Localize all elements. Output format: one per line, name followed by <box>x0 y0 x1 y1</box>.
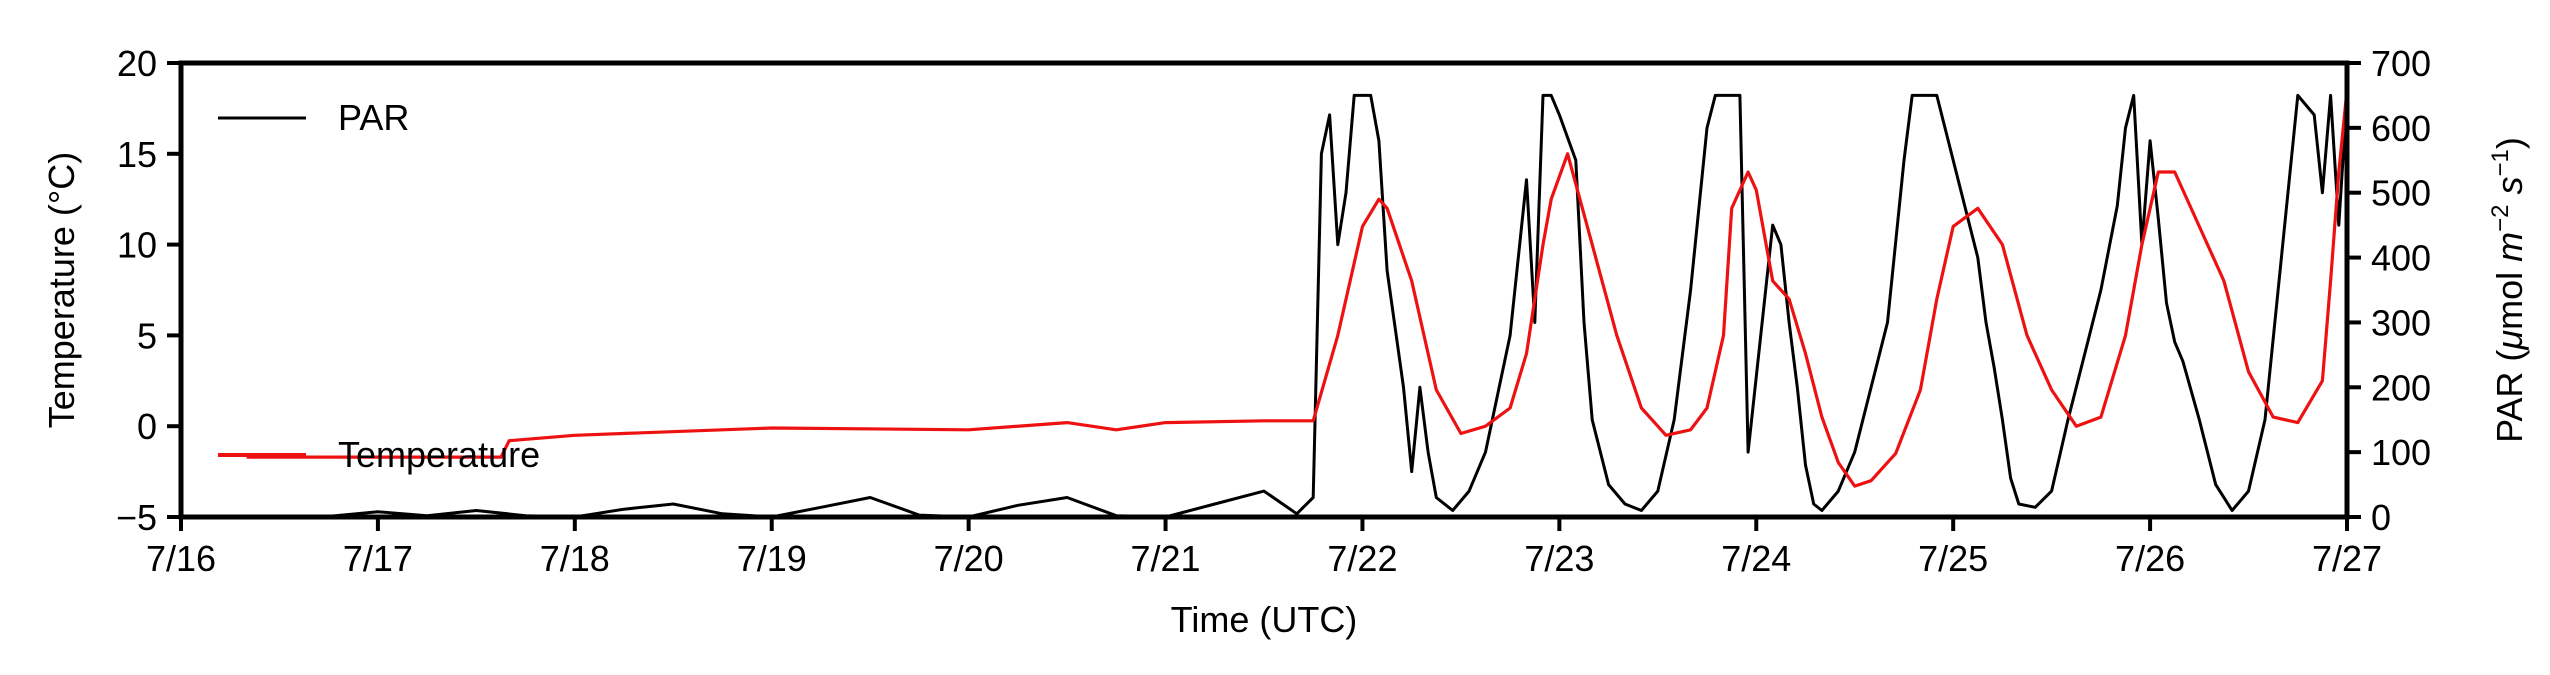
y-left-tick-label: −5 <box>116 497 157 538</box>
y-axis-right: 0 100 200 300 400 500 600 700 <box>2347 43 2431 538</box>
y-right-tick-label: 400 <box>2371 238 2431 279</box>
y-right-tick-label: 100 <box>2371 432 2431 473</box>
y-left-tick-label: 0 <box>137 406 157 447</box>
x-tick-label: 7/26 <box>2115 538 2185 579</box>
legend-temperature: Temperature <box>218 434 540 475</box>
y-axis-right-label-mu: μ <box>2489 330 2530 351</box>
y-right-tick-label: 500 <box>2371 173 2431 214</box>
x-tick-label: 7/20 <box>934 538 1004 579</box>
y-right-tick-label: 0 <box>2371 497 2391 538</box>
y-right-tick-label: 700 <box>2371 43 2431 84</box>
y-axis-right-label-m: m <box>2489 232 2530 262</box>
y-axis-right-label-space <box>2489 194 2530 204</box>
x-tick-label: 7/27 <box>2312 538 2382 579</box>
legend-temperature-label: Temperature <box>338 434 540 475</box>
y-left-tick-label: 10 <box>117 225 157 266</box>
y-left-tick-label: 20 <box>117 43 157 84</box>
y-left-tick-label: 15 <box>117 134 157 175</box>
y-right-tick-label: 200 <box>2371 367 2431 408</box>
y-axis-right-label-exp1: −2 <box>2487 204 2514 231</box>
x-tick-label: 7/25 <box>1918 538 1988 579</box>
y-axis-right-label-mol: mol <box>2489 262 2530 330</box>
plot-frame <box>178 60 2350 520</box>
y-axis-right-label-close: ) <box>2489 137 2530 149</box>
legend-par: PAR <box>218 97 409 138</box>
legend-par-label: PAR <box>338 97 409 138</box>
x-axis: 7/16 7/17 7/18 7/19 7/20 7/21 7/22 7/23 7/24 7/25… <box>146 517 2382 579</box>
y-right-tick-label: 600 <box>2371 108 2431 149</box>
y-axis-right-label-exp2: −1 <box>2487 149 2514 176</box>
series-line-temperature <box>246 90 2349 488</box>
x-tick-label: 7/18 <box>540 538 610 579</box>
x-axis-label: Time (UTC) <box>1171 599 1358 640</box>
y-axis-right-label-s: s <box>2489 176 2530 194</box>
y-axis-right-label-text: PAR ( <box>2489 350 2530 443</box>
x-tick-label: 7/23 <box>1524 538 1594 579</box>
y-axis-right-label: PAR (μmol m−2 s−1) <box>2487 137 2530 443</box>
y-axis-left: −5 0 5 10 15 20 <box>116 43 181 538</box>
y-right-tick-label: 300 <box>2371 302 2431 343</box>
x-tick-label: 7/22 <box>1327 538 1397 579</box>
x-tick-label: 7/21 <box>1131 538 1201 579</box>
x-tick-label: 7/24 <box>1721 538 1791 579</box>
y-axis-left-label: Temperature (°C) <box>41 152 82 428</box>
y-left-tick-label: 5 <box>137 315 157 356</box>
x-tick-label: 7/16 <box>146 538 216 579</box>
x-tick-label: 7/19 <box>737 538 807 579</box>
x-tick-label: 7/17 <box>343 538 413 579</box>
